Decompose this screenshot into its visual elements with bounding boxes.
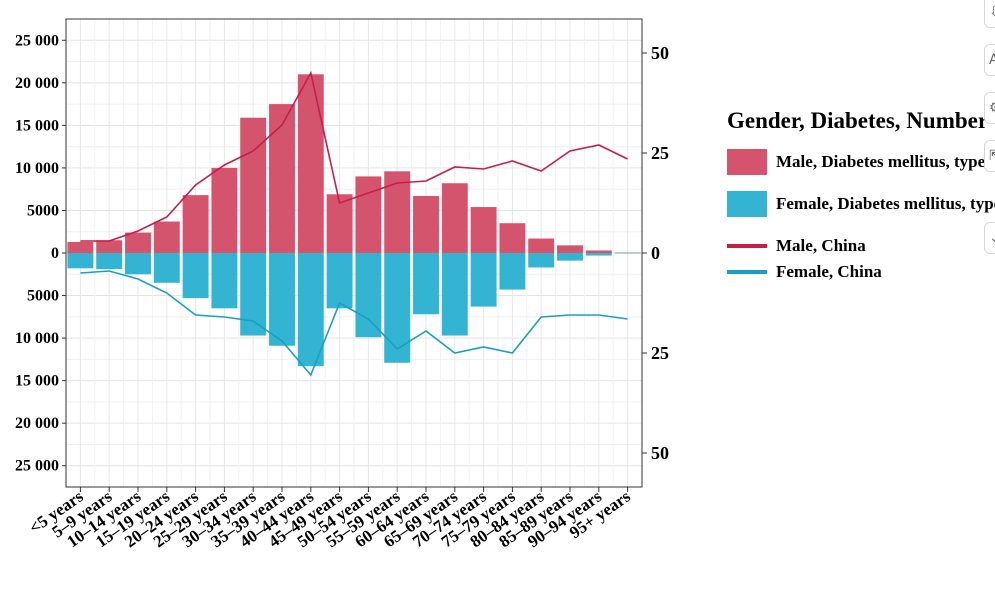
bar-female [614, 253, 641, 254]
line-female-china [80, 270, 628, 377]
bar-male [614, 252, 641, 254]
bar-male [182, 195, 209, 253]
legend-swatch [727, 244, 767, 248]
bar-female [182, 253, 209, 299]
y-right-tick-label: 25 [651, 143, 669, 163]
legend-swatch [727, 270, 767, 274]
bar-female [67, 253, 94, 269]
bar-female [153, 253, 180, 283]
legend-title: Gender, Diabetes, Number [727, 108, 989, 133]
bar-male [470, 207, 497, 253]
lines [80, 70, 628, 377]
bar-male [125, 232, 151, 253]
y-right-tick-label: 50 [651, 43, 669, 63]
y-left-tick-label: 25 000 [15, 32, 59, 49]
y-left-tick-label: 20 000 [15, 415, 59, 432]
bar-male [211, 167, 238, 253]
chart-toolbar: ⇩ A ⚙ ⇱ ⌄ [984, 0, 995, 260]
legend-label: Male, China [776, 236, 866, 255]
bar-female [297, 253, 324, 367]
bar-male [96, 240, 123, 253]
legend-label: Female, China [776, 262, 882, 281]
bar-female [470, 253, 497, 307]
bar-male [153, 221, 180, 253]
bar-male [528, 238, 555, 253]
legend-item-female-china: Female, China [727, 259, 995, 285]
settings-icon[interactable]: ⚙ [984, 92, 995, 124]
line-male-china [80, 70, 628, 242]
bar-female [384, 253, 411, 363]
y-left-tick-label: 15 000 [15, 117, 59, 134]
bar-male [269, 104, 295, 253]
legend-item-male-diabetes: Male, Diabetes mellitus, type 1 [727, 144, 995, 179]
legend: Gender, Diabetes, Number Male, Diabetes … [727, 108, 995, 285]
download-icon[interactable]: ⇩ [984, 0, 995, 28]
bar-female [441, 253, 468, 336]
bar-female [585, 253, 612, 256]
bar-female [355, 253, 382, 338]
bar-male [413, 195, 439, 253]
y-left-tick-label: 20 000 [15, 75, 59, 92]
y-right-tick-label: 0 [651, 243, 660, 263]
bar-male [326, 194, 353, 253]
y-left-tick-label: 5000 [27, 288, 59, 305]
legend-swatch [727, 190, 767, 217]
bar-female [499, 253, 526, 290]
bar-female [125, 253, 151, 275]
legend-item-male-china: Male, China [727, 233, 995, 259]
bars [67, 74, 641, 367]
y-right-tick-label: 25 [651, 343, 669, 363]
legend-label: Female, Diabetes mellitus, type 1 [776, 193, 995, 213]
y-left-tick-label: 25 000 [15, 458, 59, 475]
share-icon[interactable]: ⇱ [984, 140, 995, 172]
bar-female [528, 253, 555, 268]
bar-male [441, 183, 468, 253]
bar-male [355, 176, 382, 253]
bar-male [67, 241, 94, 253]
right-axis: 50 25 0 25 50 [642, 43, 669, 463]
bar-male [297, 74, 324, 254]
bar-male [585, 250, 612, 253]
bar-female [96, 253, 123, 270]
bar-male [240, 117, 267, 254]
bar-female [557, 253, 583, 261]
y-left-tick-label: 10 000 [15, 330, 59, 347]
text-icon[interactable]: A [984, 44, 995, 76]
grid [65, 18, 642, 488]
y-left-tick-label: 0 [51, 245, 59, 262]
bar-female [240, 253, 267, 336]
y-left-tick-label: 5000 [27, 202, 59, 219]
chevron-down-icon[interactable]: ⌄ [984, 222, 995, 254]
bar-male [557, 245, 583, 253]
y-right-tick-label: 50 [651, 443, 669, 463]
legend-item-female-diabetes: Female, Diabetes mellitus, type 1 [727, 186, 995, 221]
bar-female [413, 253, 439, 315]
bar-female [269, 253, 295, 346]
bar-male [499, 223, 526, 253]
legend-swatch [727, 148, 767, 175]
legend-label: Male, Diabetes mellitus, type 1 [776, 151, 995, 171]
left-axis: 25 000 20 000 15 000 10 000 5000 0 5000 10 000 1… [15, 32, 66, 475]
y-left-tick-label: 15 000 [15, 373, 59, 390]
bar-female [211, 253, 238, 309]
bar-male [384, 171, 411, 253]
y-left-tick-label: 10 000 [15, 160, 59, 177]
bar-female [326, 253, 353, 309]
chart: 25 000 20 000 15 000 10 000 5000 0 5000 10 000 1… [15, 18, 669, 551]
